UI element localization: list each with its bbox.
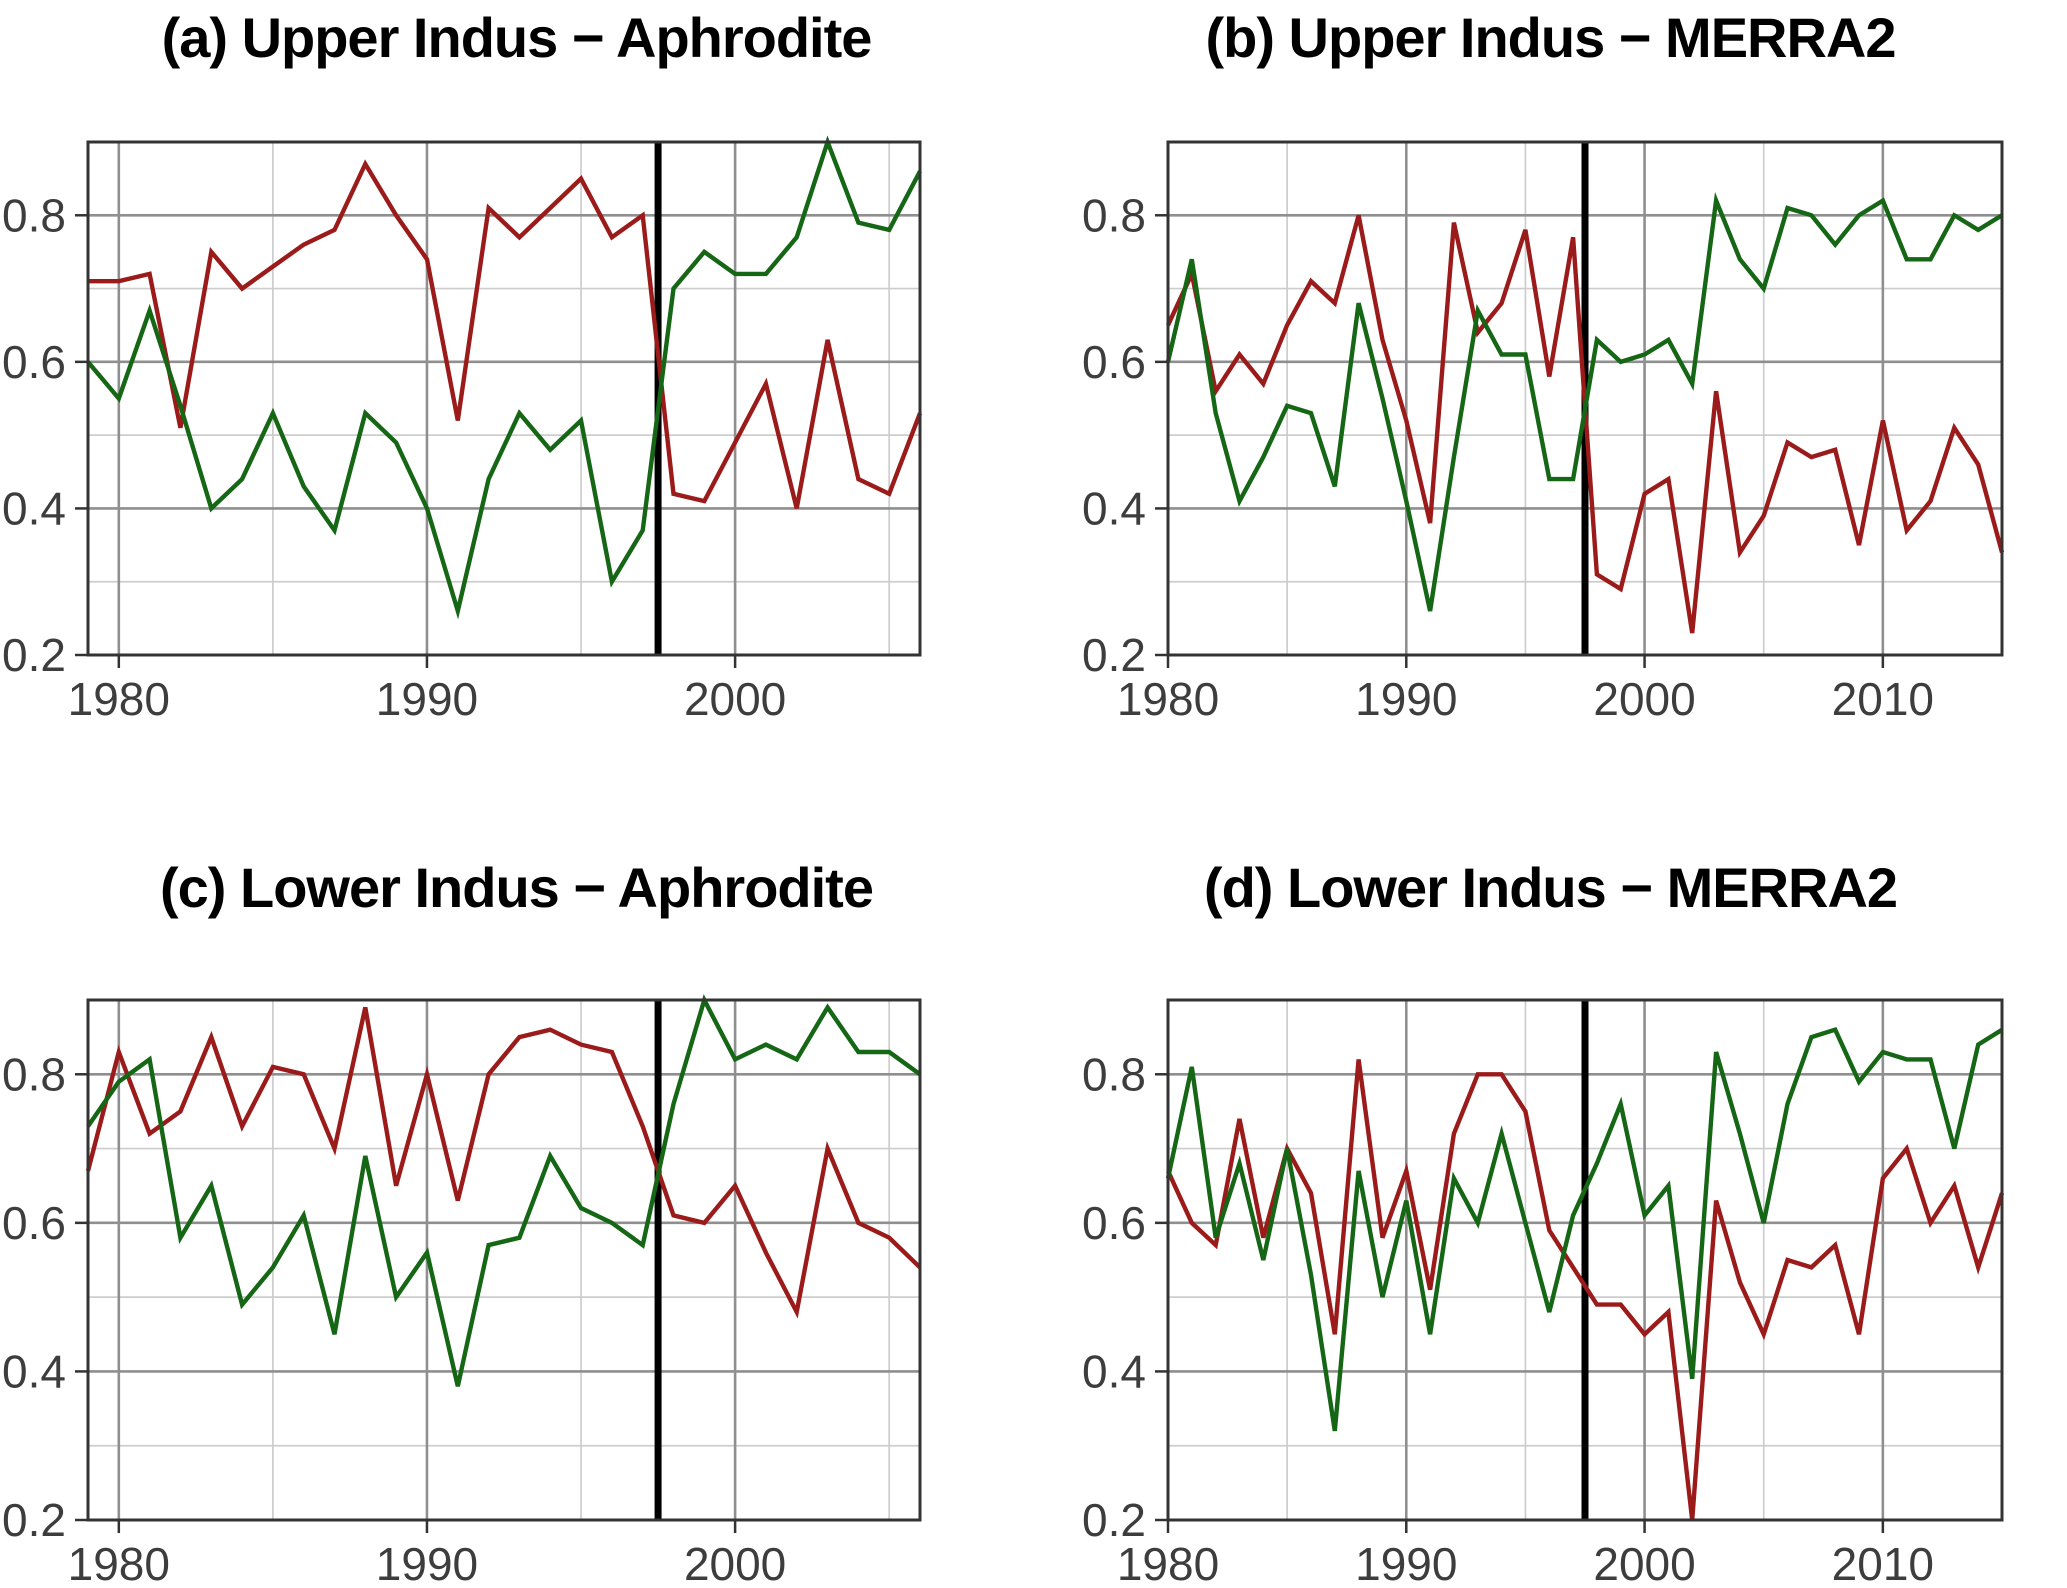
x-tick-label: 2000 bbox=[1593, 673, 1695, 725]
x-tick-label: 2010 bbox=[1832, 673, 1934, 725]
x-tick-label: 2000 bbox=[684, 1538, 786, 1588]
x-tick-label: 2010 bbox=[1832, 1538, 1934, 1588]
panel-lower-indus-aphrodite: (c) Lower Indus − Aphrodite 0.2 0.4 0.6 0.8… bbox=[0, 794, 1033, 1588]
panel-border bbox=[86, 998, 922, 1522]
green-series-line bbox=[1165, 192, 2004, 612]
red-series-line bbox=[85, 1006, 922, 1319]
panel-c-chart: 0.2 0.4 0.6 0.8 1980 1990 2000 bbox=[2, 994, 922, 1588]
y-tick-label: 0.2 bbox=[1082, 629, 1146, 681]
x-tick-label: 1980 bbox=[1117, 673, 1219, 725]
plot-background bbox=[88, 142, 920, 655]
panel-border bbox=[1166, 998, 2004, 1522]
panel-b-chart: 0.2 0.4 0.6 0.8 1980 1990 2000 2010 bbox=[1082, 140, 2005, 725]
x-tick-label: 2000 bbox=[1593, 1538, 1695, 1588]
green-series-line bbox=[1165, 1027, 2004, 1432]
panel-a-title: (a) Upper Indus − Aphrodite bbox=[161, 6, 873, 69]
y-tick-label: 0.8 bbox=[2, 1048, 66, 1100]
y-tick-label: 0.6 bbox=[2, 336, 66, 388]
panel-a-chart: 0.2 0.4 0.6 0.8 1980 1990 2000 bbox=[2, 135, 923, 725]
red-series-line bbox=[88, 159, 923, 509]
y-tick-label: 0.8 bbox=[2, 189, 66, 241]
y-tick-label: 0.8 bbox=[1082, 189, 1146, 241]
x-tick-label: 2000 bbox=[684, 673, 786, 725]
panel-upper-indus-merra2: (b) Upper Indus − MERRA2 0.2 0.4 0.6 0.8 198… bbox=[1034, 0, 2067, 794]
green-series-line bbox=[86, 135, 922, 620]
x-tick-label: 1980 bbox=[68, 1538, 170, 1588]
y-tick-label: 0.8 bbox=[1082, 1048, 1146, 1100]
x-tick-label: 1990 bbox=[1355, 1538, 1457, 1588]
panel-border bbox=[1166, 140, 2004, 657]
y-tick-label: 0.4 bbox=[1082, 1345, 1146, 1397]
panel-lower-indus-merra2: (d) Lower Indus − MERRA2 0.2 0.4 0.6 0.8 198… bbox=[1034, 794, 2067, 1588]
red-series-line bbox=[1165, 1059, 2005, 1521]
y-tick-label: 0.2 bbox=[2, 629, 66, 681]
y-tick-label: 0.4 bbox=[1082, 482, 1146, 534]
y-tick-label: 0.6 bbox=[1082, 1197, 1146, 1249]
panel-b-title: (b) Upper Indus − MERRA2 bbox=[1205, 6, 1896, 69]
panel-c-title: (c) Lower Indus − Aphrodite bbox=[160, 856, 874, 919]
panel-border bbox=[86, 140, 922, 657]
panel-d-title: (d) Lower Indus − MERRA2 bbox=[1203, 856, 1898, 919]
x-tick-label: 1990 bbox=[376, 1538, 478, 1588]
x-tick-label: 1990 bbox=[376, 673, 478, 725]
x-tick-label: 1980 bbox=[1117, 1538, 1219, 1588]
y-tick-label: 0.2 bbox=[1082, 1494, 1146, 1546]
y-tick-label: 0.2 bbox=[2, 1494, 66, 1546]
y-tick-label: 0.4 bbox=[2, 1345, 66, 1397]
panel-upper-indus-aphrodite: (a) Upper Indus − Aphrodite 0.2 0.4 0.6 0.8… bbox=[0, 0, 1033, 794]
green-series-line bbox=[86, 994, 922, 1387]
x-tick-label: 1990 bbox=[1355, 673, 1457, 725]
y-tick-label: 0.4 bbox=[2, 482, 66, 534]
y-tick-label: 0.6 bbox=[2, 1197, 66, 1249]
x-tick-label: 1980 bbox=[68, 673, 170, 725]
plot-background bbox=[88, 1000, 920, 1520]
y-tick-label: 0.6 bbox=[1082, 336, 1146, 388]
panel-d-chart: 0.2 0.4 0.6 0.8 1980 1990 2000 2010 bbox=[1082, 998, 2005, 1588]
